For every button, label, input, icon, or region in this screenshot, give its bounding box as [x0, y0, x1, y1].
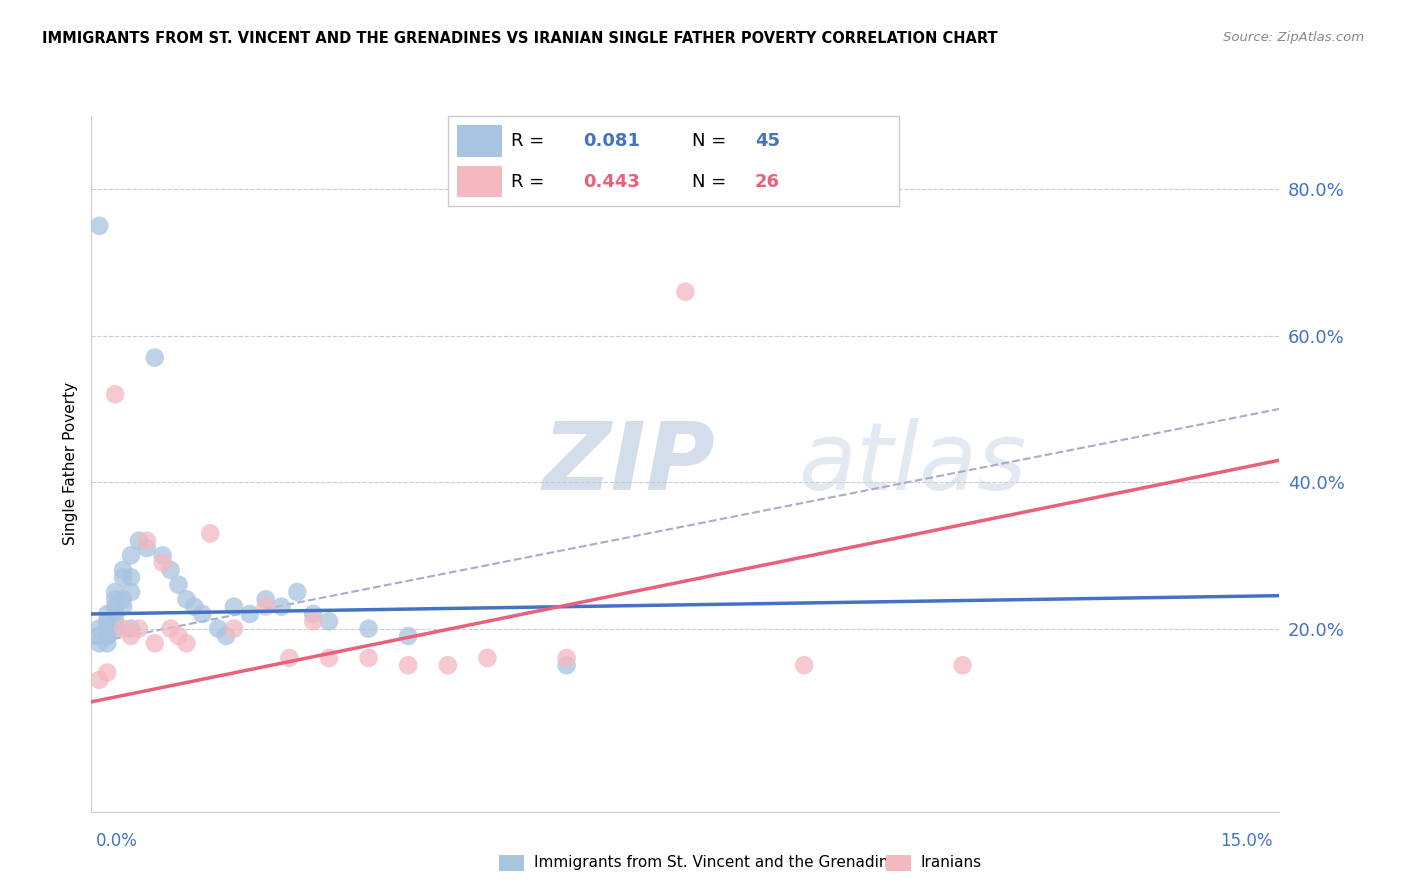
Point: [357, 622, 380, 636]
Point: [183, 599, 205, 614]
Point: [254, 599, 277, 614]
Point: [143, 351, 166, 365]
Point: [104, 585, 127, 599]
Point: [152, 556, 174, 570]
Point: [128, 622, 150, 636]
Point: [555, 651, 578, 665]
Point: [191, 607, 214, 621]
Point: [112, 570, 135, 584]
Point: [302, 607, 325, 621]
Point: [112, 563, 135, 577]
Point: [159, 622, 181, 636]
Text: IMMIGRANTS FROM ST. VINCENT AND THE GRENADINES VS IRANIAN SINGLE FATHER POVERTY : IMMIGRANTS FROM ST. VINCENT AND THE GREN…: [42, 31, 998, 46]
Point: [89, 629, 111, 643]
Point: [477, 651, 499, 665]
Point: [285, 585, 308, 599]
Point: [198, 526, 221, 541]
Text: Immigrants from St. Vincent and the Grenadines: Immigrants from St. Vincent and the Gren…: [534, 855, 907, 870]
Point: [104, 622, 127, 636]
Y-axis label: Single Father Poverty: Single Father Poverty: [62, 383, 77, 545]
Point: [396, 658, 419, 673]
Point: [135, 533, 157, 548]
Point: [952, 658, 974, 673]
Point: [222, 599, 245, 614]
Point: [96, 629, 118, 643]
Point: [89, 622, 111, 636]
Point: [207, 622, 229, 636]
Point: [167, 629, 190, 643]
Text: atlas: atlas: [799, 418, 1026, 509]
Point: [167, 577, 190, 591]
Point: [143, 636, 166, 650]
Text: Source: ZipAtlas.com: Source: ZipAtlas.com: [1223, 31, 1364, 45]
Point: [135, 541, 157, 555]
Point: [176, 592, 198, 607]
Point: [176, 636, 198, 650]
Point: [302, 615, 325, 629]
Point: [96, 636, 118, 650]
Point: [673, 285, 696, 299]
Point: [120, 549, 142, 563]
Point: [96, 629, 118, 643]
Point: [120, 629, 142, 643]
Point: [96, 665, 118, 680]
Point: [96, 615, 118, 629]
Point: [89, 219, 111, 233]
Point: [89, 673, 111, 687]
Text: 15.0%: 15.0%: [1220, 831, 1272, 849]
Point: [104, 599, 127, 614]
Point: [96, 622, 118, 636]
Point: [357, 651, 380, 665]
Text: 0.0%: 0.0%: [96, 831, 138, 849]
Point: [159, 563, 181, 577]
Point: [318, 651, 340, 665]
Point: [104, 607, 127, 621]
Point: [120, 570, 142, 584]
Point: [793, 658, 815, 673]
Point: [120, 622, 142, 636]
Point: [128, 533, 150, 548]
Point: [112, 622, 135, 636]
Point: [555, 658, 578, 673]
Point: [254, 592, 277, 607]
Point: [396, 629, 419, 643]
Point: [239, 607, 262, 621]
Point: [96, 607, 118, 621]
Point: [436, 658, 458, 673]
Text: ZIP: ZIP: [543, 417, 716, 510]
Point: [112, 592, 135, 607]
Point: [104, 615, 127, 629]
Point: [215, 629, 238, 643]
Point: [278, 651, 301, 665]
Point: [270, 599, 292, 614]
Point: [318, 615, 340, 629]
Point: [120, 585, 142, 599]
Point: [104, 387, 127, 401]
Point: [89, 636, 111, 650]
Text: Iranians: Iranians: [921, 855, 981, 870]
Point: [112, 599, 135, 614]
Point: [152, 549, 174, 563]
Point: [104, 592, 127, 607]
Point: [222, 622, 245, 636]
